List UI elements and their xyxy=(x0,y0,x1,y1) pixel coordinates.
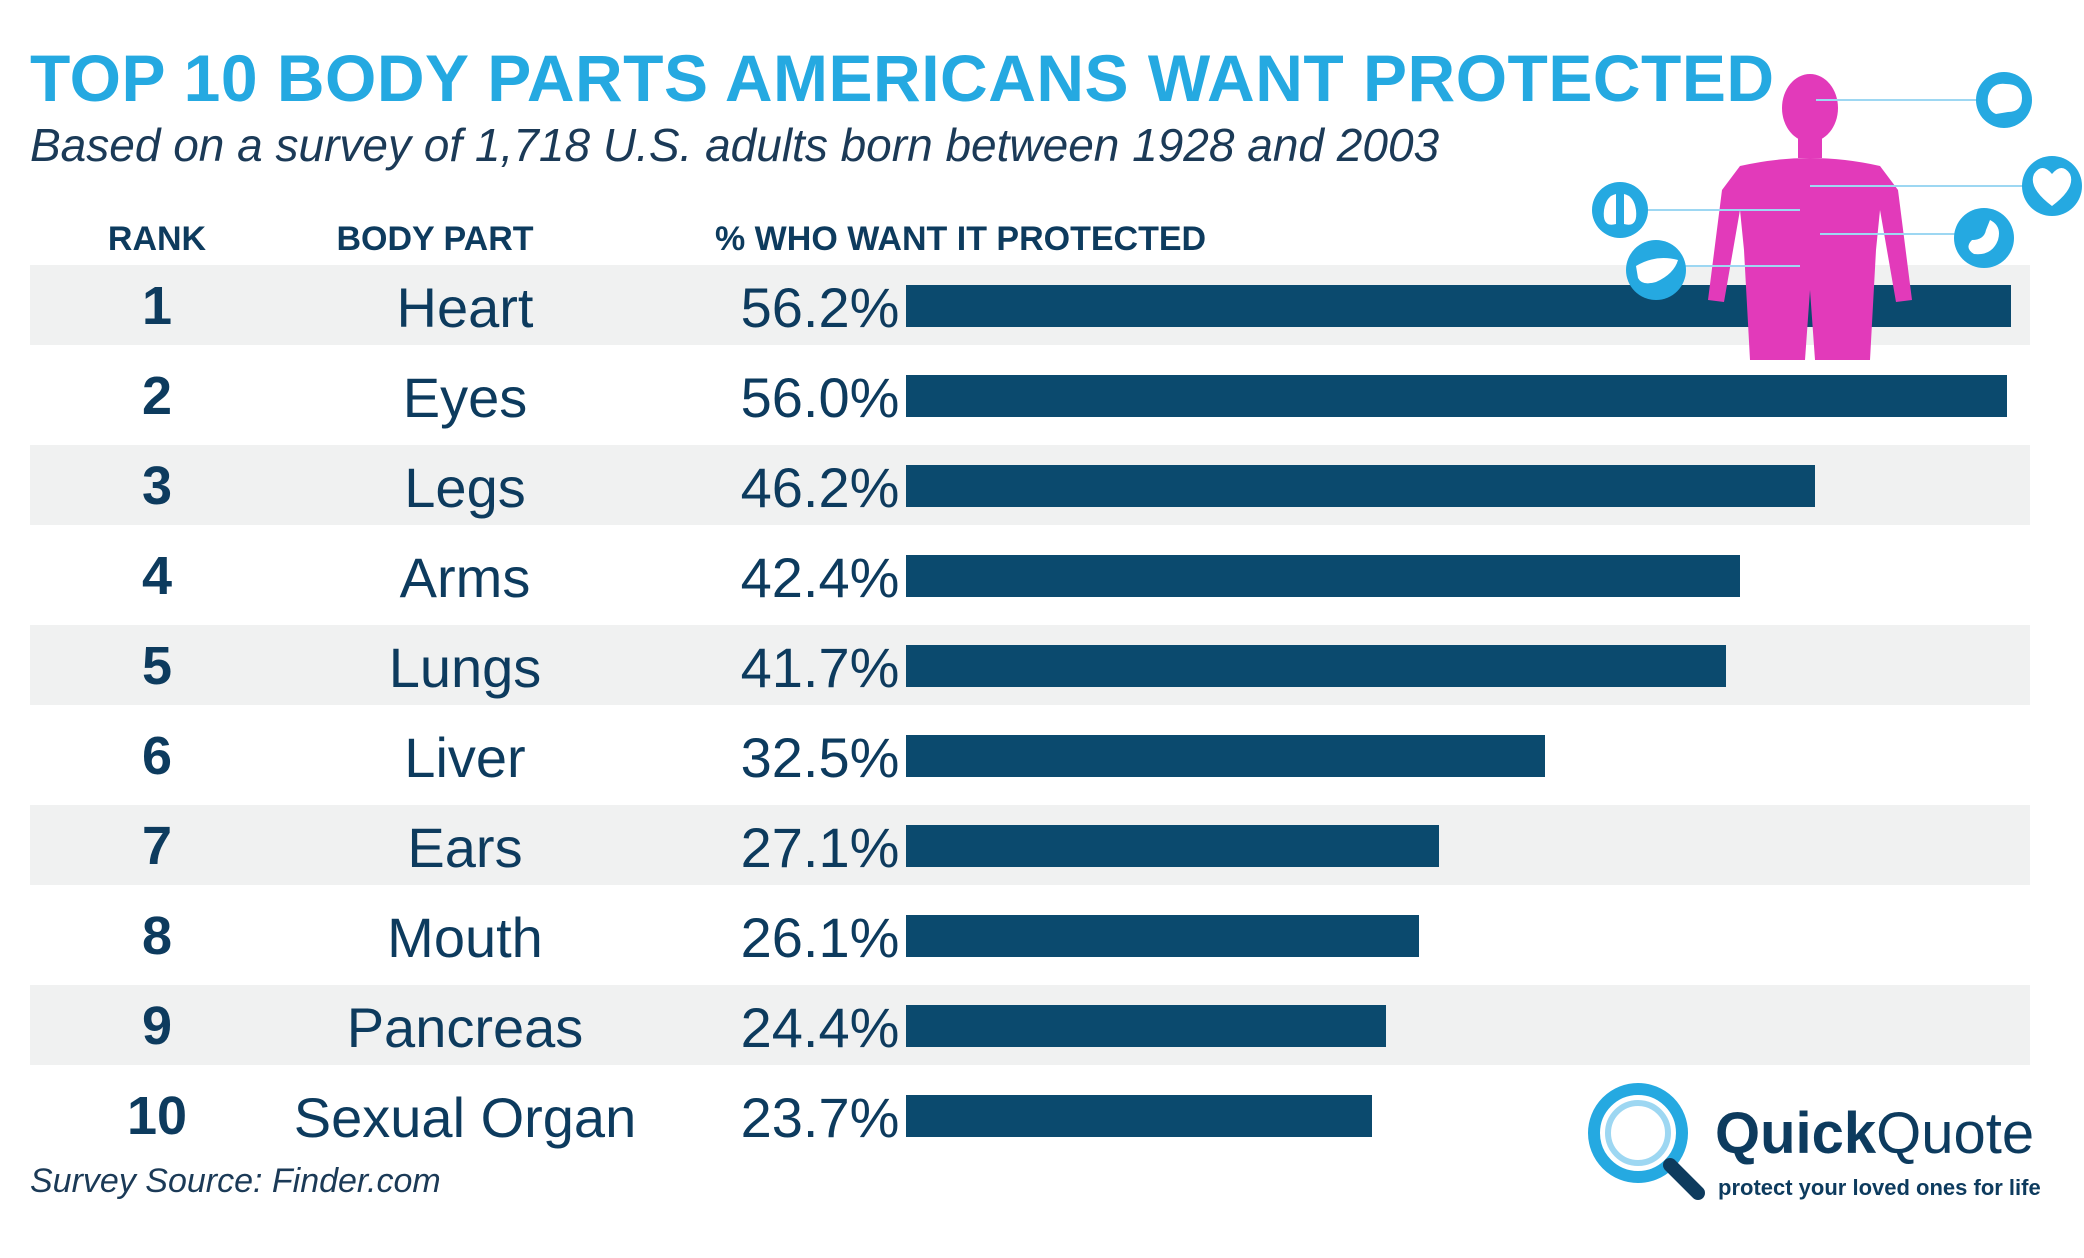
bar xyxy=(906,735,1546,777)
percent-label: 23.7% xyxy=(740,1086,900,1149)
percent-label: 24.4% xyxy=(740,996,900,1059)
table-row: 9 Pancreas 24.4% xyxy=(30,985,2030,1065)
rank-label: 2 xyxy=(141,366,173,426)
body-part-label: Legs xyxy=(404,456,526,519)
table-row: 10 Sexual Organ 23.7% xyxy=(30,1075,2030,1155)
chart-subtitle: Based on a survey of 1,718 U.S. adults b… xyxy=(30,119,1440,171)
chart-title: TOP 10 BODY PARTS AMERICANS WANT PROTECT… xyxy=(30,41,1775,115)
survey-source: Survey Source: Finder.com xyxy=(30,1162,441,1200)
body-part-label: Lungs xyxy=(388,636,542,699)
rank-label: 3 xyxy=(141,456,173,516)
bar xyxy=(906,825,1439,867)
rank-label: 1 xyxy=(141,276,173,336)
table-row: 4 Arms 42.4% xyxy=(30,535,2030,615)
bar xyxy=(906,915,1420,957)
table-row: 6 Liver 32.5% xyxy=(30,715,2030,795)
body-figure-illustration xyxy=(1592,72,2082,360)
rank-label: 6 xyxy=(141,726,173,786)
table-row: 2 Eyes 56.0% xyxy=(30,355,2030,435)
table-row: 1 Heart 56.2% xyxy=(30,265,2030,345)
body-part-label: Sexual Organ xyxy=(293,1086,637,1149)
percent-label: 46.2% xyxy=(740,456,900,519)
body-part-label: Heart xyxy=(396,276,534,339)
bar xyxy=(906,645,1727,687)
rank-label: 10 xyxy=(126,1086,188,1146)
quickquote-logo: QuickQuote protect your loved ones for l… xyxy=(1580,1075,2050,1205)
bar xyxy=(906,1095,1373,1137)
column-header-rank: RANK xyxy=(107,220,207,258)
bar xyxy=(906,555,1740,597)
body-part-label: Mouth xyxy=(387,906,543,969)
body-part-label: Liver xyxy=(404,726,526,789)
logo-wordmark: QuickQuote xyxy=(1715,1101,2035,1166)
body-silhouette xyxy=(1708,74,1912,360)
body-part-label: Pancreas xyxy=(346,996,584,1059)
connector-lines xyxy=(1640,99,2030,267)
column-header-body-part: BODY PART xyxy=(336,220,534,258)
percent-label: 41.7% xyxy=(740,636,900,699)
magnifier-logo-icon xyxy=(1588,1083,1705,1200)
table-row: 5 Lungs 41.7% xyxy=(30,625,2030,705)
rank-label: 8 xyxy=(141,906,173,966)
table-row: 7 Ears 27.1% xyxy=(30,805,2030,885)
percent-label: 27.1% xyxy=(740,816,900,879)
rank-label: 5 xyxy=(141,636,173,696)
rank-label: 4 xyxy=(141,546,173,606)
body-part-label: Ears xyxy=(407,816,523,879)
bar xyxy=(906,465,1815,507)
bar xyxy=(906,375,2008,417)
bar xyxy=(906,1005,1386,1047)
rank-label: 7 xyxy=(141,816,173,876)
percent-label: 56.2% xyxy=(740,276,900,339)
table-row: 8 Mouth 26.1% xyxy=(30,895,2030,975)
bar-chart: 1 Heart 56.2% 2 Eyes 56.0% 3 Legs 46.2% 4 Arms 42.4… xyxy=(30,265,2030,1165)
column-header-percent: % WHO WANT IT PROTECTED xyxy=(715,220,1207,258)
percent-label: 42.4% xyxy=(740,546,900,609)
percent-label: 32.5% xyxy=(740,726,900,789)
percent-label: 26.1% xyxy=(740,906,900,969)
body-part-label: Arms xyxy=(399,546,531,609)
percent-label: 56.0% xyxy=(740,366,900,429)
body-part-label: Eyes xyxy=(402,366,528,429)
logo-tagline: protect your loved ones for life xyxy=(1718,1175,2041,1200)
table-row: 3 Legs 46.2% xyxy=(30,445,2030,525)
rank-label: 9 xyxy=(141,996,173,1056)
lungs-icon xyxy=(1592,182,1648,238)
